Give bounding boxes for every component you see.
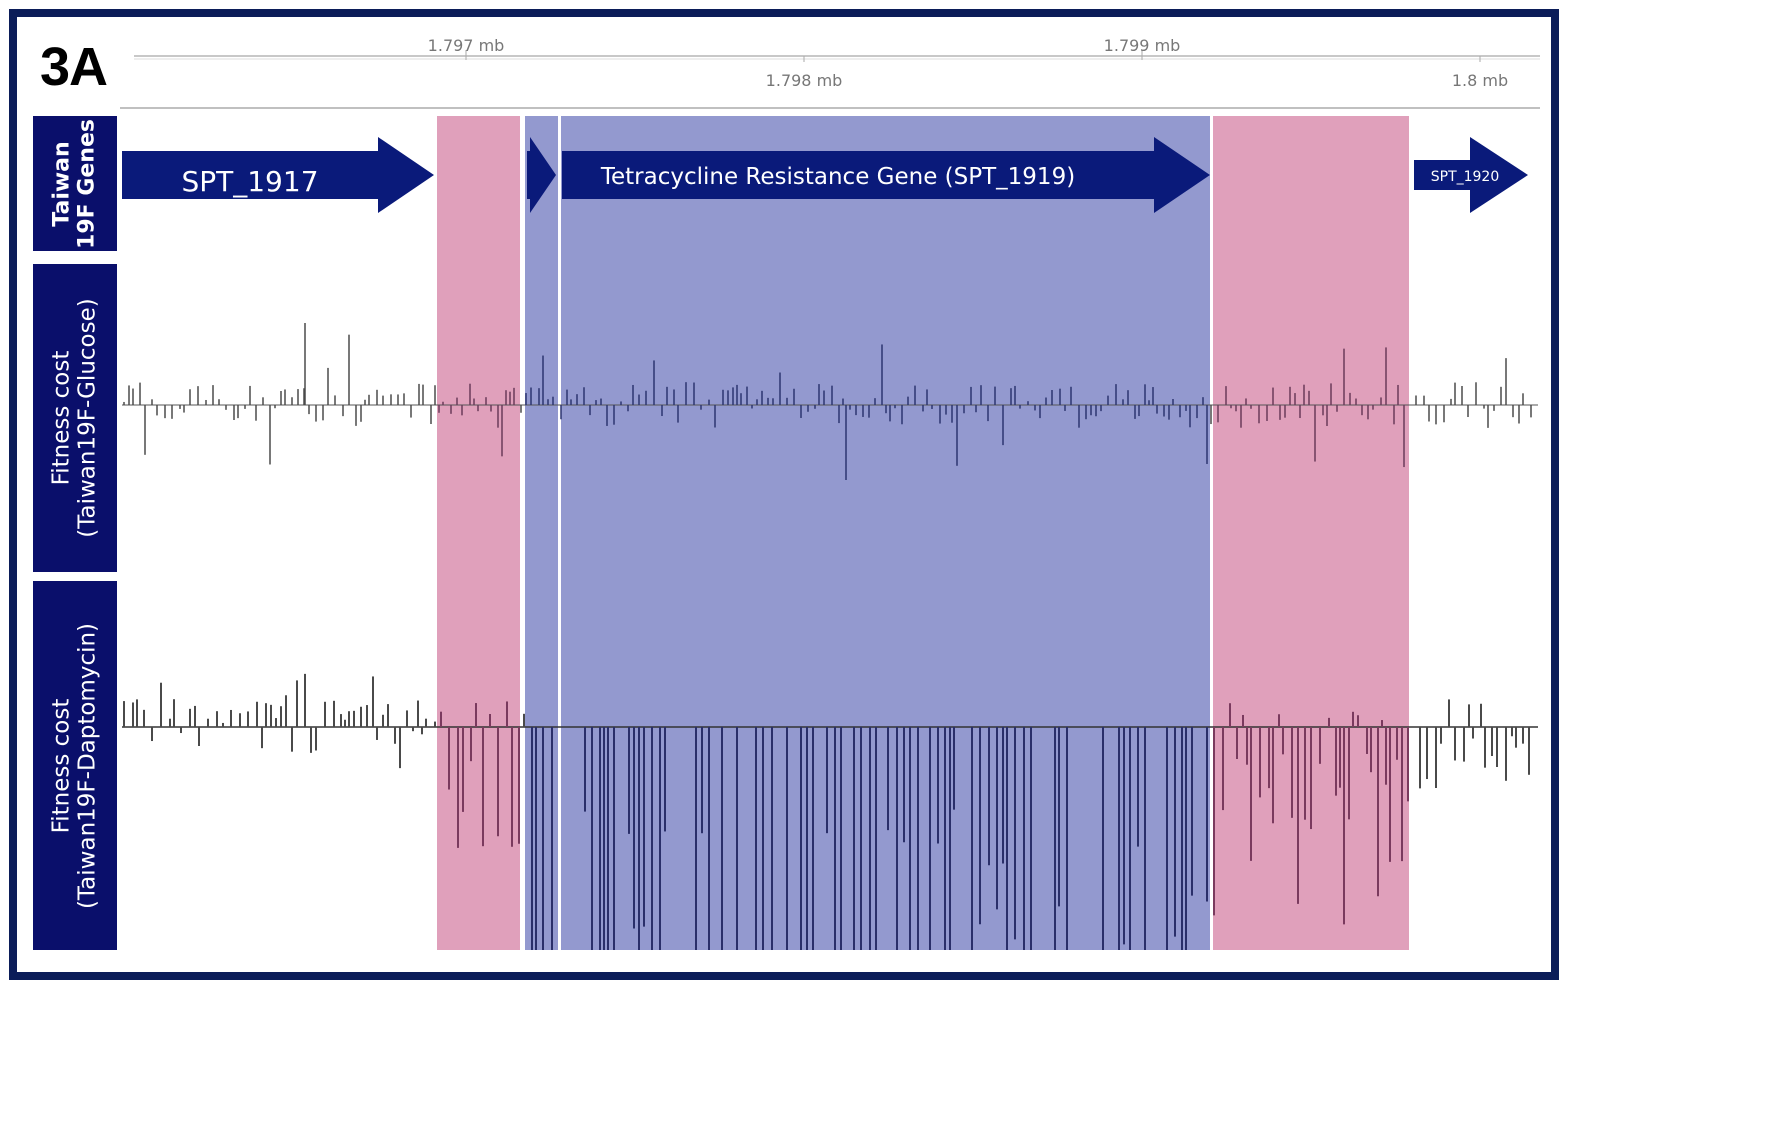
daptomycin-fitness-track	[122, 673, 1538, 950]
gene-arrow-small	[527, 137, 556, 213]
highlight-regions	[437, 116, 1409, 950]
gene-label-spt1919: Tetracycline Resistance Gene (SPT_1919)	[600, 164, 1075, 190]
track-canvas: SPT_1917 Tetracycline Resistance Gene (SP…	[122, 116, 1538, 950]
tick-label-1800: 1.8 mb	[1452, 71, 1508, 90]
gene-arrow-spt1920	[1414, 137, 1528, 213]
gene-track: SPT_1917 Tetracycline Resistance Gene (SP…	[122, 137, 1528, 213]
highlight-gene-small	[525, 116, 558, 950]
track-label-genes: Taiwan 19F Genes	[33, 116, 117, 251]
genomic-ruler: 1.797 mb 1.799 mb 1.798 mb 1.8 mb	[120, 36, 1540, 109]
gene-label-spt1920: SPT_1920	[1431, 169, 1500, 185]
highlight-flank-left	[437, 116, 520, 950]
figure-frame: 3A 1.797 mb 1.799 mb 1.798 mb 1.8 mb Tai…	[9, 9, 1559, 980]
track-label-daptomycin: Fitness cost (Taiwan19F-Daptomycin)	[33, 581, 117, 950]
panel-label: 3A	[40, 37, 108, 97]
tick-label-1797: 1.797 mb	[428, 36, 505, 55]
glucose-fitness-track	[122, 323, 1538, 480]
tick-label-1798: 1.798 mb	[766, 71, 843, 90]
gene-arrow-spt1917	[122, 137, 434, 213]
gene-label-spt1917: SPT_1917	[181, 165, 318, 198]
track-label-glucose: Fitness cost (Taiwan19F-Glucose)	[33, 264, 117, 572]
tick-label-1799: 1.799 mb	[1104, 36, 1181, 55]
gene-arrow-spt1919	[562, 137, 1210, 213]
highlight-gene-tet	[561, 116, 1210, 950]
